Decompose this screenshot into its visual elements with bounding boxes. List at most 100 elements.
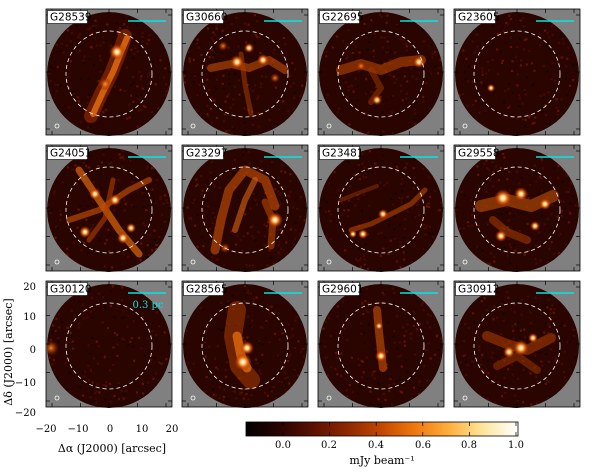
panel-label: G23481 [322,148,364,160]
panel-label: G30912 [458,284,500,296]
x-axis-label: Δα (J2000) [arcsec] [58,442,166,455]
colorbar-label: mJy beam⁻¹ [349,454,414,467]
image-panel: G30120 0.3 pc [45,280,173,408]
emission-blob [109,44,125,60]
panel-label: G28539 [50,12,92,24]
emission-blob [514,187,528,201]
emission-blob [372,95,382,105]
filament [348,187,428,233]
panel-grid: G28539 G30660 G22695 G23605 G24051 G23297 G234… [45,8,581,408]
panel-label: G22695 [322,12,364,24]
filament [336,55,426,75]
y-tick-label: 0 [30,345,36,356]
emission-blob [126,223,136,233]
panel-label: G29558 [458,148,500,160]
beam-ellipse [462,395,468,401]
map-disk [455,148,579,272]
panel-label-box: G30660 [183,10,228,24]
image-panel: G24051 [45,144,173,272]
emission-blob [495,230,507,242]
beam-ellipse [54,395,60,401]
emission-blob [358,229,368,239]
panel-label: G23297 [186,148,228,160]
emission-blob [257,54,269,66]
emission-blob [79,226,91,238]
map-disk [47,284,171,408]
emission-blob [375,322,383,330]
y-tick-label: 20 [23,282,36,293]
beam-ellipse [462,259,468,265]
panel-label: G29601 [322,284,364,296]
emission-blob [375,350,387,362]
panel-label-box: G29558 [455,146,500,160]
primary-beam-circle [201,30,289,118]
panel-label-box: G23297 [183,146,228,160]
beam-ellipse [326,395,332,401]
primary-beam-circle [65,302,153,390]
panel-label-box: G30120 [47,282,92,296]
x-axis: −20 −10 0 10 20 Δα (J2000) [arcsec] [35,424,178,455]
image-panel: G23481 [317,144,445,272]
scale-bar-label: 0.3 pc [132,300,163,311]
emission-blob [220,243,230,253]
colorbar-tick-label: 0.8 [461,440,477,451]
primary-beam-circle [65,166,153,254]
filament [339,184,379,202]
image-panel: G30912 [453,280,581,408]
colorbar-tick-label: 1.0 [508,440,524,451]
emission-blob [378,209,388,219]
beam-ellipse [326,259,332,265]
panel-label-box: G24051 [47,146,92,160]
y-tick-label: 10 [23,312,36,323]
colorbar-tick-label: 0.2 [321,440,337,451]
emission-blob [109,194,121,206]
primary-beam-circle [201,302,289,390]
emission-blob [89,188,101,200]
filament [207,56,289,74]
colorbar-tick-label: 0.4 [368,440,384,451]
emission-blob [413,56,425,68]
colorbar: 0.0 0.2 0.4 0.6 0.8 1.0 mJy beam⁻¹ [245,421,524,467]
primary-beam-circle [473,30,561,118]
filament [75,166,143,258]
colorbar-tick-label: 0.6 [415,440,431,451]
filament [86,177,116,243]
panel-label-box: G29601 [319,282,364,296]
emission-blob [539,198,551,210]
colorbar-gradient [245,421,519,437]
panel-label-box: G30912 [455,282,500,296]
beam-ellipse [190,395,196,401]
primary-beam-circle [337,166,425,254]
beam-ellipse [190,123,196,129]
primary-beam-circle [65,30,153,118]
image-panel: G23605 [453,8,581,136]
image-panel: G30660 [181,8,309,136]
emission-blob [530,221,540,231]
colorbar-tick-label: 0.0 [275,440,291,451]
primary-beam-circle [337,302,425,390]
filament [210,165,280,255]
image-panel: G29558 [453,144,581,272]
panel-label-box: G28539 [47,10,92,24]
emission-blob [98,77,112,91]
primary-beam-circle [337,30,425,118]
panel-label: G30120 [50,284,92,296]
beam-ellipse [54,259,60,265]
panel-label-box: G22695 [319,10,364,24]
emission-blob [503,346,515,358]
x-tick-label: 10 [136,424,149,435]
primary-beam-circle [473,302,561,390]
primary-beam-circle [473,166,561,254]
emission-blob [117,232,129,244]
image-panel: G23297 [181,144,309,272]
emission-blob [513,340,529,356]
emission-blob [218,41,228,51]
y-tick-label: −20 [15,408,36,419]
emission-blob [240,341,254,355]
panel-label-box: G23481 [319,146,364,160]
filament [232,177,258,233]
emission-blob [528,333,538,343]
emission-blob [230,55,244,69]
emission-blob [47,340,59,356]
panel-label: G30660 [186,12,228,24]
